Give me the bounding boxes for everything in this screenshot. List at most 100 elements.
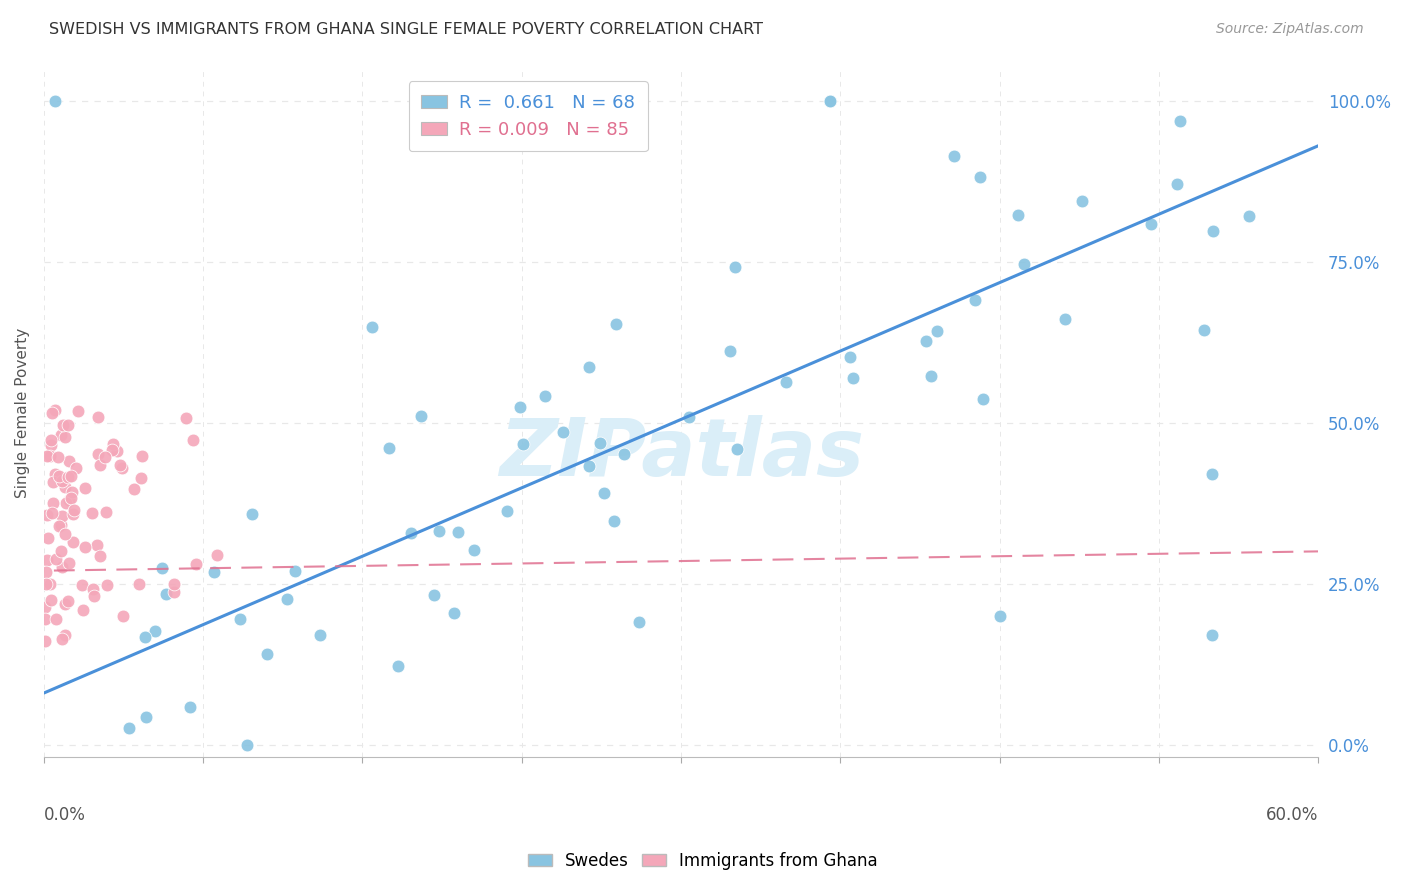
Point (724, 260, 747, 275)
Point (176, 411, 198, 425)
Point (96, 578, 118, 592)
Point (1070, 194, 1092, 209)
Point (423, 588, 446, 602)
Point (602, 514, 624, 528)
Point (972, 392, 994, 406)
Point (42, 496, 65, 510)
Point (427, 524, 450, 538)
Point (45, 611, 67, 625)
Point (48, 519, 70, 533)
Point (49, 544, 72, 558)
Point (51, 509, 73, 524)
Point (34, 600, 56, 615)
Point (89, 549, 111, 563)
Point (613, 447, 636, 461)
Point (44, 467, 66, 482)
Point (495, 504, 517, 518)
Point (56, 594, 79, 608)
Point (229, 612, 252, 626)
Point (118, 721, 141, 735)
Text: Source: ZipAtlas.com: Source: ZipAtlas.com (1216, 22, 1364, 37)
Point (512, 437, 534, 451)
Point (51, 559, 73, 574)
Point (361, 320, 384, 334)
Point (72, 603, 94, 617)
Point (60, 485, 83, 500)
Point (35, 565, 58, 579)
Point (35, 577, 58, 591)
Point (155, 587, 177, 601)
Point (969, 170, 991, 185)
Point (55, 496, 77, 510)
Point (1012, 257, 1035, 271)
Point (963, 293, 986, 308)
Point (53, 430, 76, 444)
Point (725, 442, 748, 456)
Point (44, 402, 66, 417)
Point (284, 564, 307, 578)
Point (1007, 207, 1029, 221)
Point (72, 578, 94, 592)
Point (89, 458, 111, 472)
Point (41, 433, 63, 447)
Text: 60.0%: 60.0% (1265, 805, 1319, 823)
Point (37, 508, 59, 522)
Point (509, 400, 531, 414)
Point (53, 597, 76, 611)
Point (1201, 467, 1223, 482)
Legend: R =  0.661   N = 68, R = 0.009   N = 85: R = 0.661 N = 68, R = 0.009 N = 85 (409, 81, 648, 152)
Point (181, 433, 204, 447)
Point (1237, 209, 1260, 223)
Point (818, 94, 841, 108)
Point (134, 630, 156, 644)
Point (589, 435, 612, 450)
Point (128, 577, 150, 591)
Point (58, 492, 80, 507)
Point (1201, 628, 1223, 642)
Point (100, 443, 122, 458)
Point (53, 527, 76, 541)
Point (129, 471, 152, 485)
Point (592, 486, 614, 500)
Point (34, 634, 56, 648)
Point (131, 449, 153, 463)
Point (87, 410, 110, 425)
Point (48, 468, 70, 483)
Point (111, 461, 134, 475)
Point (75, 481, 97, 495)
Point (409, 409, 432, 424)
Point (534, 389, 557, 403)
Point (51, 474, 73, 488)
Point (842, 370, 865, 384)
Point (988, 608, 1011, 623)
Text: 0.0%: 0.0% (44, 805, 86, 823)
Point (46, 450, 69, 464)
Point (105, 444, 128, 458)
Point (276, 591, 298, 606)
Point (39, 449, 62, 463)
Point (627, 615, 650, 630)
Point (59, 468, 82, 483)
Point (39, 448, 62, 462)
Point (52, 417, 75, 432)
Point (1166, 178, 1188, 192)
Point (86, 538, 108, 552)
Point (63, 503, 86, 517)
Point (101, 436, 124, 450)
Point (44, 94, 66, 108)
Point (41, 593, 63, 607)
Point (240, 507, 263, 521)
Point (150, 561, 173, 575)
Text: SWEDISH VS IMMIGRANTS FROM GHANA SINGLE FEMALE POVERTY CORRELATION CHART: SWEDISH VS IMMIGRANTS FROM GHANA SINGLE … (49, 22, 763, 37)
Point (925, 324, 948, 338)
Point (202, 565, 225, 579)
Point (309, 628, 332, 642)
Point (143, 624, 166, 638)
Point (37, 553, 59, 567)
Point (94, 505, 117, 519)
Point (58, 557, 80, 571)
Point (775, 376, 797, 390)
Point (73, 541, 96, 555)
Point (256, 647, 278, 661)
Point (45, 552, 67, 566)
